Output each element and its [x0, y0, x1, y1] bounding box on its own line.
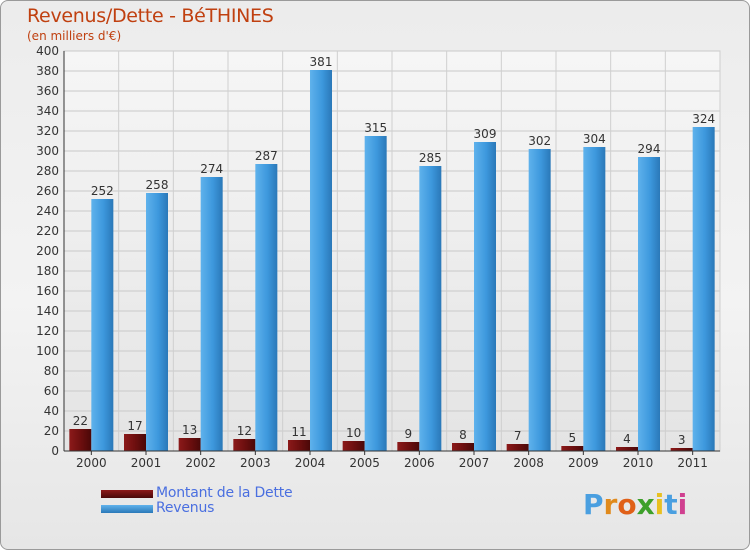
logo-letter: t	[664, 488, 678, 521]
data-label-debt-2005: 10	[346, 426, 361, 440]
data-label-debt-2011: 3	[678, 433, 686, 447]
y-tick-label: 20	[44, 424, 59, 438]
x-tick-label: 2002	[185, 456, 216, 470]
data-label-debt-2009: 5	[569, 431, 577, 445]
y-tick-label: 160	[36, 284, 59, 298]
x-tick-label: 2007	[459, 456, 490, 470]
bar-debt-2010	[616, 447, 638, 451]
y-tick-label: 220	[36, 224, 59, 238]
legend-label-debt: Montant de la Dette	[156, 485, 293, 501]
bar-debt-2000	[69, 429, 92, 451]
x-tick-label: 2010	[623, 456, 654, 470]
y-tick-label: 100	[36, 344, 59, 358]
data-label-debt-2006: 9	[405, 427, 413, 441]
bar-revenus-2001	[146, 193, 168, 451]
chart-title: Revenus/Dette - BéTHINES	[27, 5, 274, 27]
bar-debt-2001	[124, 434, 146, 451]
bar-debt-2008	[506, 444, 529, 451]
y-tick-label: 200	[36, 244, 59, 258]
bar-debt-2005	[342, 441, 365, 451]
data-label-debt-2001: 17	[127, 419, 142, 433]
data-label-debt-2004: 11	[291, 425, 306, 439]
y-tick-label: 340	[36, 104, 59, 118]
bar-debt-2006	[397, 442, 420, 451]
bar-revenus-2002	[200, 177, 223, 451]
data-label-revenus-2004: 381	[310, 55, 333, 69]
y-tick-label: 320	[36, 124, 59, 138]
data-label-revenus-2001: 258	[146, 178, 169, 192]
bar-debt-2011	[670, 448, 693, 451]
bar-revenus-2004	[310, 70, 332, 451]
bar-revenus-2009	[583, 147, 606, 451]
x-tick-label: 2000	[76, 456, 107, 470]
y-tick-label: 400	[36, 44, 59, 58]
y-tick-label: 260	[36, 184, 59, 198]
x-tick-label: 2001	[131, 456, 162, 470]
data-label-debt-2003: 12	[237, 424, 252, 438]
data-label-revenus-2011: 324	[692, 112, 715, 126]
y-tick-label: 300	[36, 144, 59, 158]
data-label-revenus-2008: 302	[528, 134, 551, 148]
y-tick-label: 0	[51, 444, 59, 458]
x-tick-label: 2004	[295, 456, 326, 470]
data-label-debt-2008: 7	[514, 429, 522, 443]
x-tick-label: 2011	[677, 456, 708, 470]
y-tick-label: 60	[44, 384, 59, 398]
data-label-debt-2010: 4	[623, 432, 631, 446]
data-label-revenus-2002: 274	[200, 162, 223, 176]
y-tick-label: 80	[44, 364, 59, 378]
bar-revenus-2005	[364, 136, 387, 451]
data-label-revenus-2010: 294	[638, 142, 661, 156]
y-tick-label: 120	[36, 324, 59, 338]
y-tick-label: 140	[36, 304, 59, 318]
logo-letter: P	[583, 488, 604, 521]
y-tick-label: 280	[36, 164, 59, 178]
logo-letter: i	[654, 488, 665, 521]
legend-label-revenus: Revenus	[156, 500, 215, 516]
legend-swatch-debt	[101, 490, 153, 498]
data-label-revenus-2006: 285	[419, 151, 442, 165]
y-tick-label: 380	[36, 64, 59, 78]
bar-debt-2007	[452, 443, 474, 451]
y-tick-label: 240	[36, 204, 59, 218]
x-tick-label: 2006	[404, 456, 435, 470]
data-label-revenus-2009: 304	[583, 132, 606, 146]
x-tick-label: 2008	[513, 456, 544, 470]
x-tick-label: 2005	[349, 456, 380, 470]
data-label-debt-2002: 13	[182, 423, 197, 437]
bar-revenus-2003	[255, 164, 278, 451]
bar-revenus-2006	[419, 166, 442, 451]
logo-letter: o	[617, 488, 637, 521]
data-label-debt-2000: 22	[73, 414, 88, 428]
bar-revenus-2007	[474, 142, 496, 451]
bar-revenus-2011	[692, 127, 715, 451]
bar-revenus-2010	[638, 157, 660, 451]
data-label-revenus-2003: 287	[255, 149, 278, 163]
logo-letter: r	[603, 488, 618, 521]
bar-revenus-2000	[91, 199, 114, 451]
y-tick-label: 180	[36, 264, 59, 278]
bar-debt-2002	[178, 438, 201, 451]
data-label-revenus-2005: 315	[364, 121, 387, 135]
bar-debt-2003	[233, 439, 256, 451]
y-tick-label: 40	[44, 404, 59, 418]
bar-debt-2009	[561, 446, 584, 451]
data-label-revenus-2007: 309	[474, 127, 497, 141]
x-tick-label: 2009	[568, 456, 599, 470]
legend-swatch-revenus	[101, 505, 153, 513]
bar-debt-2004	[288, 440, 310, 451]
data-label-debt-2007: 8	[459, 428, 467, 442]
proxiti-logo: Proxiti	[583, 488, 687, 521]
x-tick-label: 2003	[240, 456, 271, 470]
logo-letter: i	[677, 488, 688, 521]
data-label-revenus-2000: 252	[91, 184, 114, 198]
y-tick-label: 360	[36, 84, 59, 98]
chart-subtitle: (en milliers d'€)	[27, 29, 122, 43]
bar-revenus-2008	[528, 149, 551, 451]
logo-letter: x	[636, 488, 655, 521]
